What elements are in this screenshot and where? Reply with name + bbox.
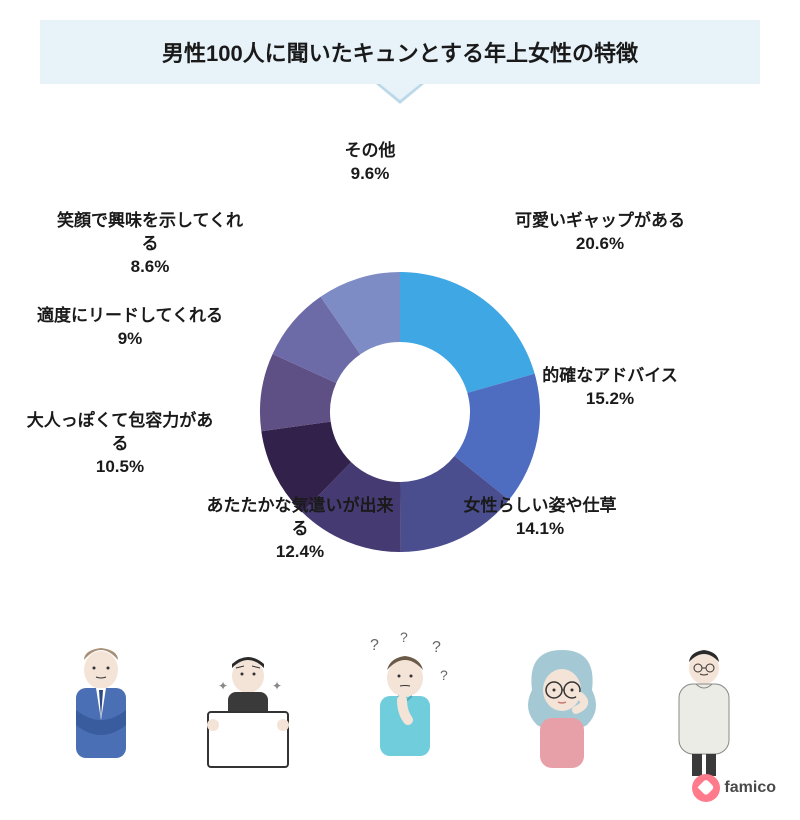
label-name: 大人っぽくて包容力がある <box>20 410 220 456</box>
label-0: 可愛いギャップがある20.6% <box>500 210 700 256</box>
label-5: 適度にリードしてくれる9% <box>30 305 230 351</box>
svg-text:?: ? <box>440 667 448 683</box>
label-name: 笑顔で興味を示してくれる <box>50 210 250 256</box>
svg-text:?: ? <box>400 630 408 645</box>
label-name: 適度にリードしてくれる <box>30 305 230 328</box>
label-pct: 14.1% <box>440 518 640 541</box>
label-3: あたたかな気遣いが出来る12.4% <box>200 495 400 564</box>
person-thinking: ? ? ? ? <box>340 630 470 780</box>
label-name: 可愛いギャップがある <box>500 210 700 233</box>
label-1: 的確なアドバイス15.2% <box>510 365 710 411</box>
label-7: その他9.6% <box>270 140 470 186</box>
label-pct: 10.5% <box>20 456 220 479</box>
label-name: 女性らしい姿や仕草 <box>440 495 640 518</box>
brand-logo-icon <box>692 774 720 802</box>
person-lady-glasses <box>502 640 622 780</box>
label-pct: 9% <box>30 328 230 351</box>
label-pct: 8.6% <box>50 256 250 279</box>
brand: famico <box>692 774 776 802</box>
title-bar: 男性100人に聞いたキュンとする年上女性の特徴 <box>40 20 760 84</box>
chart-area: 可愛いギャップがある20.6% 的確なアドバイス15.2% 女性らしい姿や仕草14.… <box>0 170 800 690</box>
svg-text:✦: ✦ <box>272 679 282 693</box>
notch <box>380 84 420 100</box>
person-holding-sign: ✦ ✦ <box>188 650 308 780</box>
person-suited-man <box>46 640 156 780</box>
person-sweater <box>654 640 754 780</box>
label-pct: 12.4% <box>200 541 400 564</box>
title-text: 男性100人に聞いたキュンとする年上女性の特徴 <box>162 41 638 66</box>
label-pct: 9.6% <box>270 163 470 186</box>
label-name: その他 <box>270 140 470 163</box>
brand-text: famico <box>724 779 776 797</box>
svg-text:?: ? <box>370 637 379 654</box>
label-pct: 15.2% <box>510 388 710 411</box>
label-pct: 20.6% <box>500 233 700 256</box>
label-name: 的確なアドバイス <box>510 365 710 388</box>
label-2: 女性らしい姿や仕草14.1% <box>440 495 640 541</box>
svg-text:✦: ✦ <box>218 679 228 693</box>
label-4: 大人っぽくて包容力がある10.5% <box>20 410 220 479</box>
label-6: 笑顔で興味を示してくれる8.6% <box>50 210 250 279</box>
label-name: あたたかな気遣いが出来る <box>200 495 400 541</box>
people-row: ✦ ✦ ? ? ? ? <box>0 630 800 780</box>
svg-text:?: ? <box>432 639 441 656</box>
